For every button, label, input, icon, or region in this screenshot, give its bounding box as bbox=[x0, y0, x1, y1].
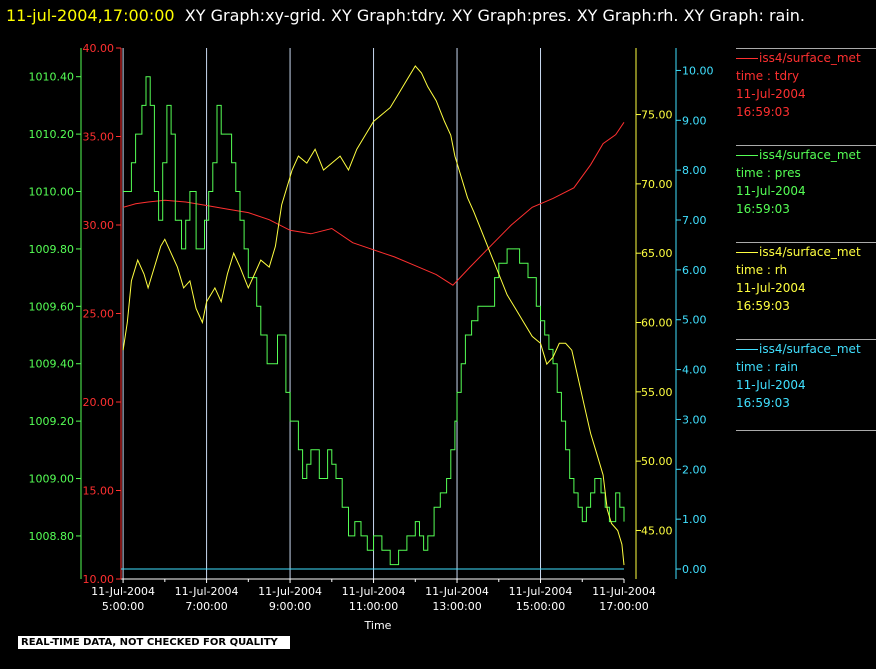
rain-tick-label: 7.00 bbox=[682, 214, 707, 227]
pres-tick-label: 1009.20 bbox=[29, 415, 75, 428]
graph-title-bar: 11-jul-2004,17:00:00 XY Graph:xy-grid. X… bbox=[6, 2, 868, 30]
rain-tick-label: 4.00 bbox=[682, 364, 707, 377]
pres-tick-label: 1008.80 bbox=[29, 530, 75, 543]
legend-date: 11-Jul-2004 bbox=[736, 378, 806, 392]
tdry-tick-label: 40.00 bbox=[83, 42, 115, 55]
rh-tick-label: 75.00 bbox=[641, 109, 673, 122]
timestamp: 11-jul-2004,17:00:00 bbox=[6, 6, 175, 25]
rh-tick-label: 45.00 bbox=[641, 524, 673, 537]
legend-source-row: iss4/surface_met bbox=[736, 49, 876, 67]
legend-date: 11-Jul-2004 bbox=[736, 184, 806, 198]
pres-tick-label: 1009.80 bbox=[29, 243, 75, 256]
legend-swatch bbox=[736, 155, 758, 156]
axes: 11-Jul-2004 5:00:00 11-Jul-2004 7:00:00 11-J… bbox=[29, 42, 714, 613]
x-tick-label-time: 7:00:00 bbox=[185, 600, 227, 613]
x-tick-label-time: 13:00:00 bbox=[432, 600, 481, 613]
legend-time: 16:59:03 bbox=[736, 299, 790, 313]
rain-tick-label: 10.00 bbox=[682, 64, 714, 77]
x-tick-label-time: 11:00:00 bbox=[349, 600, 398, 613]
x-tick-label-date: 11-Jul-2004 bbox=[175, 585, 239, 598]
legend-swatch bbox=[736, 58, 758, 59]
rain-tick-label: 1.00 bbox=[682, 513, 707, 526]
pres-tick-label: 1009.40 bbox=[29, 358, 75, 371]
legend-source: iss4/surface_met bbox=[759, 342, 861, 356]
x-tick-label-date: 11-Jul-2004 bbox=[258, 585, 322, 598]
legend-swatch bbox=[736, 349, 758, 350]
tdry-tick-label: 20.00 bbox=[83, 396, 115, 409]
pres-tick-label: 1009.60 bbox=[29, 300, 75, 313]
x-tick-label-time: 5:00:00 bbox=[102, 600, 144, 613]
legend-source: iss4/surface_met bbox=[759, 245, 861, 259]
pres-tick-label: 1010.20 bbox=[29, 128, 75, 141]
x-tick-label-date: 11-Jul-2004 bbox=[425, 585, 489, 598]
quality-notice: REAL-TIME DATA, NOT CHECKED FOR QUALITY bbox=[18, 636, 290, 649]
tdry-tick-label: 15.00 bbox=[83, 485, 115, 498]
series-line-pres bbox=[123, 76, 625, 566]
legend-source: iss4/surface_met bbox=[759, 148, 861, 162]
pres-tick-label: 1010.40 bbox=[29, 71, 75, 84]
rain-tick-label: 8.00 bbox=[682, 164, 707, 177]
legend-date: 11-Jul-2004 bbox=[736, 281, 806, 295]
legend-field: time : rh bbox=[736, 263, 788, 277]
legend-source-row: iss4/surface_met bbox=[736, 340, 876, 358]
rain-tick-label: 5.00 bbox=[682, 314, 707, 327]
tdry-tick-label: 35.00 bbox=[83, 131, 115, 144]
pres-tick-label: 1009.00 bbox=[29, 473, 75, 486]
x-tick-label-date: 11-Jul-2004 bbox=[592, 585, 656, 598]
rh-tick-label: 55.00 bbox=[641, 386, 673, 399]
series-line-rh bbox=[122, 65, 625, 566]
legend-field: time : rain bbox=[736, 360, 799, 374]
legend-field: time : tdry bbox=[736, 69, 800, 83]
x-tick-label-date: 11-Jul-2004 bbox=[509, 585, 573, 598]
rain-tick-label: 2.00 bbox=[682, 463, 707, 476]
rh-tick-label: 50.00 bbox=[641, 455, 673, 468]
rain-tick-label: 3.00 bbox=[682, 413, 707, 426]
x-tick-label-date: 11-Jul-2004 bbox=[91, 585, 155, 598]
x-tick-label-time: 15:00:00 bbox=[516, 600, 565, 613]
graph-list: XY Graph:xy-grid. XY Graph:tdry. XY Grap… bbox=[184, 6, 806, 25]
legend-source-row: iss4/surface_met bbox=[736, 243, 876, 261]
legend-swatch bbox=[736, 252, 758, 253]
pres-tick-label: 1010.00 bbox=[29, 186, 75, 199]
legend-date: 11-Jul-2004 bbox=[736, 87, 806, 101]
legend-time: 16:59:03 bbox=[736, 105, 790, 119]
rain-tick-label: 6.00 bbox=[682, 264, 707, 277]
legend-source-row: iss4/surface_met bbox=[736, 146, 876, 164]
legend: iss4/surface_met time : tdry 11-Jul-2004 16… bbox=[736, 48, 876, 431]
legend-source: iss4/surface_met bbox=[759, 51, 861, 65]
legend-time: 16:59:03 bbox=[736, 202, 790, 216]
series-group bbox=[121, 65, 625, 570]
rain-tick-label: 9.00 bbox=[682, 114, 707, 127]
x-tick-label-date: 11-Jul-2004 bbox=[342, 585, 406, 598]
x-tick-label-time: 17:00:00 bbox=[599, 600, 648, 613]
x-tick-label-time: 9:00:00 bbox=[269, 600, 311, 613]
legend-field: time : pres bbox=[736, 166, 801, 180]
rh-tick-label: 65.00 bbox=[641, 247, 673, 260]
rh-tick-label: 60.00 bbox=[641, 317, 673, 330]
tdry-tick-label: 30.00 bbox=[83, 219, 115, 232]
tdry-tick-label: 10.00 bbox=[83, 573, 115, 586]
rh-tick-label: 70.00 bbox=[641, 178, 673, 191]
tdry-tick-label: 25.00 bbox=[83, 308, 115, 321]
legend-time: 16:59:03 bbox=[736, 396, 790, 410]
x-axis-label: Time bbox=[364, 619, 392, 632]
rain-tick-label: 0.00 bbox=[682, 563, 707, 576]
